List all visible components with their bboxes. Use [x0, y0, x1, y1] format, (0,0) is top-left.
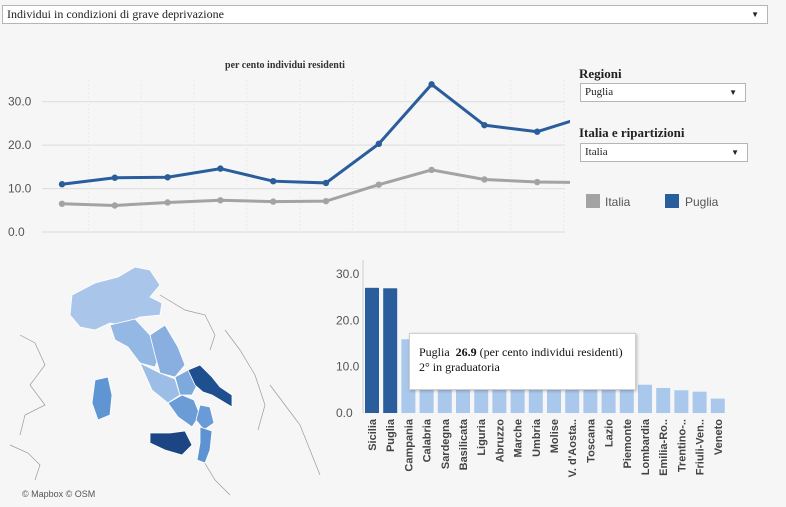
line-chart: 0.0 10.0 20.0 30.0 — [8, 80, 570, 239]
legend-label-puglia[interactable]: Puglia — [685, 195, 719, 209]
bar-19 — [710, 398, 725, 413]
y-tick-label: 30.0 — [336, 267, 360, 281]
series-line-italia — [61, 168, 570, 208]
bar-17 — [674, 390, 689, 413]
data-point — [164, 174, 171, 181]
tooltip-rank: 2° in graduatoria — [419, 360, 500, 374]
map-credits[interactable]: © Mapbox © OSM — [22, 489, 96, 499]
legend-label-italia[interactable]: Italia — [605, 195, 631, 209]
data-point — [534, 128, 541, 135]
data-point — [375, 181, 382, 188]
region-nord — [69, 266, 163, 331]
x-tick-label: Calabria — [422, 418, 434, 462]
bar-0 — [365, 287, 379, 413]
region-calabria — [196, 426, 213, 464]
x-tick-label: Toscana — [585, 418, 597, 463]
x-tick-label: Piemonte — [622, 419, 634, 469]
x-tick-label: Abruzzo — [494, 419, 506, 463]
bar-15 — [638, 384, 652, 413]
bar-1 — [383, 288, 398, 413]
ripartizioni-value: Italia — [585, 146, 608, 158]
region-campania — [167, 394, 201, 428]
data-point — [164, 199, 171, 206]
y-tick-label: 0.0 — [336, 406, 353, 420]
data-point — [217, 165, 224, 172]
region-basilicata — [195, 404, 215, 431]
bar-tooltip: Puglia 26.9 (per cento individui residen… — [409, 333, 636, 390]
italy-map[interactable] — [0, 255, 330, 500]
chevron-down-icon[interactable]: ▼ — [729, 88, 737, 97]
indicator-dropdown[interactable]: Individui in condizioni di grave depriva… — [2, 5, 768, 24]
data-point — [58, 181, 66, 188]
bar-18 — [692, 391, 707, 413]
regioni-label: Regioni — [579, 66, 622, 81]
series-line-puglia — [61, 82, 570, 186]
chevron-down-icon[interactable]: ▼ — [751, 10, 759, 19]
y-tick-label: 10.0 — [8, 182, 32, 196]
x-tick-label: Umbria — [531, 418, 543, 457]
x-tick-label: Emilia-Ro.. — [658, 419, 670, 476]
x-tick-label: Basilicata — [458, 418, 470, 470]
data-point — [111, 202, 119, 209]
x-tick-label: Sicilia — [367, 418, 379, 451]
data-point — [534, 178, 541, 186]
x-tick-label: Trentino-.. — [676, 419, 688, 472]
y-tick-label: 20.0 — [8, 138, 32, 152]
y-tick-label: 30.0 — [8, 95, 32, 109]
regioni-value: Puglia — [585, 86, 614, 98]
x-tick-label: Friuli-Ven.. — [695, 419, 707, 475]
y-tick-label: 10.0 — [336, 360, 360, 374]
x-tick-label: Campania — [403, 418, 415, 471]
data-point — [111, 174, 119, 181]
x-tick-label: V. d'Aosta.. — [567, 419, 579, 477]
regioni-dropdown[interactable]: Puglia ▼ — [580, 83, 746, 102]
ripartizioni-label: Italia e ripartizioni — [579, 125, 685, 140]
line-chart-title: per cento individui residenti — [225, 60, 345, 71]
x-tick-label: Lombardia — [640, 418, 652, 475]
x-tick-label: Lazio — [604, 419, 616, 447]
x-tick-label: Liguria — [476, 418, 488, 456]
data-point — [375, 140, 382, 148]
region-puglia — [187, 364, 233, 408]
data-point — [481, 176, 488, 183]
y-tick-label: 0.0 — [8, 225, 25, 239]
data-point — [58, 200, 66, 207]
ripartizioni-dropdown[interactable]: Italia ▼ — [580, 143, 748, 162]
data-point — [322, 179, 330, 187]
x-tick-label: Veneto — [713, 419, 725, 455]
y-tick-label: 20.0 — [336, 313, 360, 327]
region-toscana — [109, 318, 161, 368]
region-centro — [149, 324, 186, 378]
region-sicilia — [149, 430, 193, 456]
data-point — [428, 81, 435, 88]
region-sardegna — [91, 376, 113, 421]
data-point — [270, 177, 277, 185]
data-point — [217, 197, 224, 204]
x-tick-label: Puglia — [385, 418, 397, 452]
indicator-dropdown-value: Individui in condizioni di grave depriva… — [7, 7, 224, 21]
tooltip-value: 26.9 — [455, 345, 477, 359]
bar-16 — [656, 387, 671, 413]
tooltip-region: Puglia — [419, 345, 450, 359]
data-point — [428, 166, 435, 174]
x-tick-label: Sardegna — [440, 418, 452, 469]
chevron-down-icon[interactable]: ▼ — [731, 148, 739, 157]
data-point — [270, 198, 277, 205]
legend-swatch-puglia — [665, 194, 679, 208]
tooltip-unit: (per cento individui residenti) — [479, 345, 623, 359]
x-tick-label: Marche — [513, 419, 525, 458]
x-tick-label: Molise — [549, 419, 561, 453]
data-point — [481, 121, 488, 129]
data-point — [322, 197, 330, 205]
legend-swatch-italia — [586, 194, 600, 208]
